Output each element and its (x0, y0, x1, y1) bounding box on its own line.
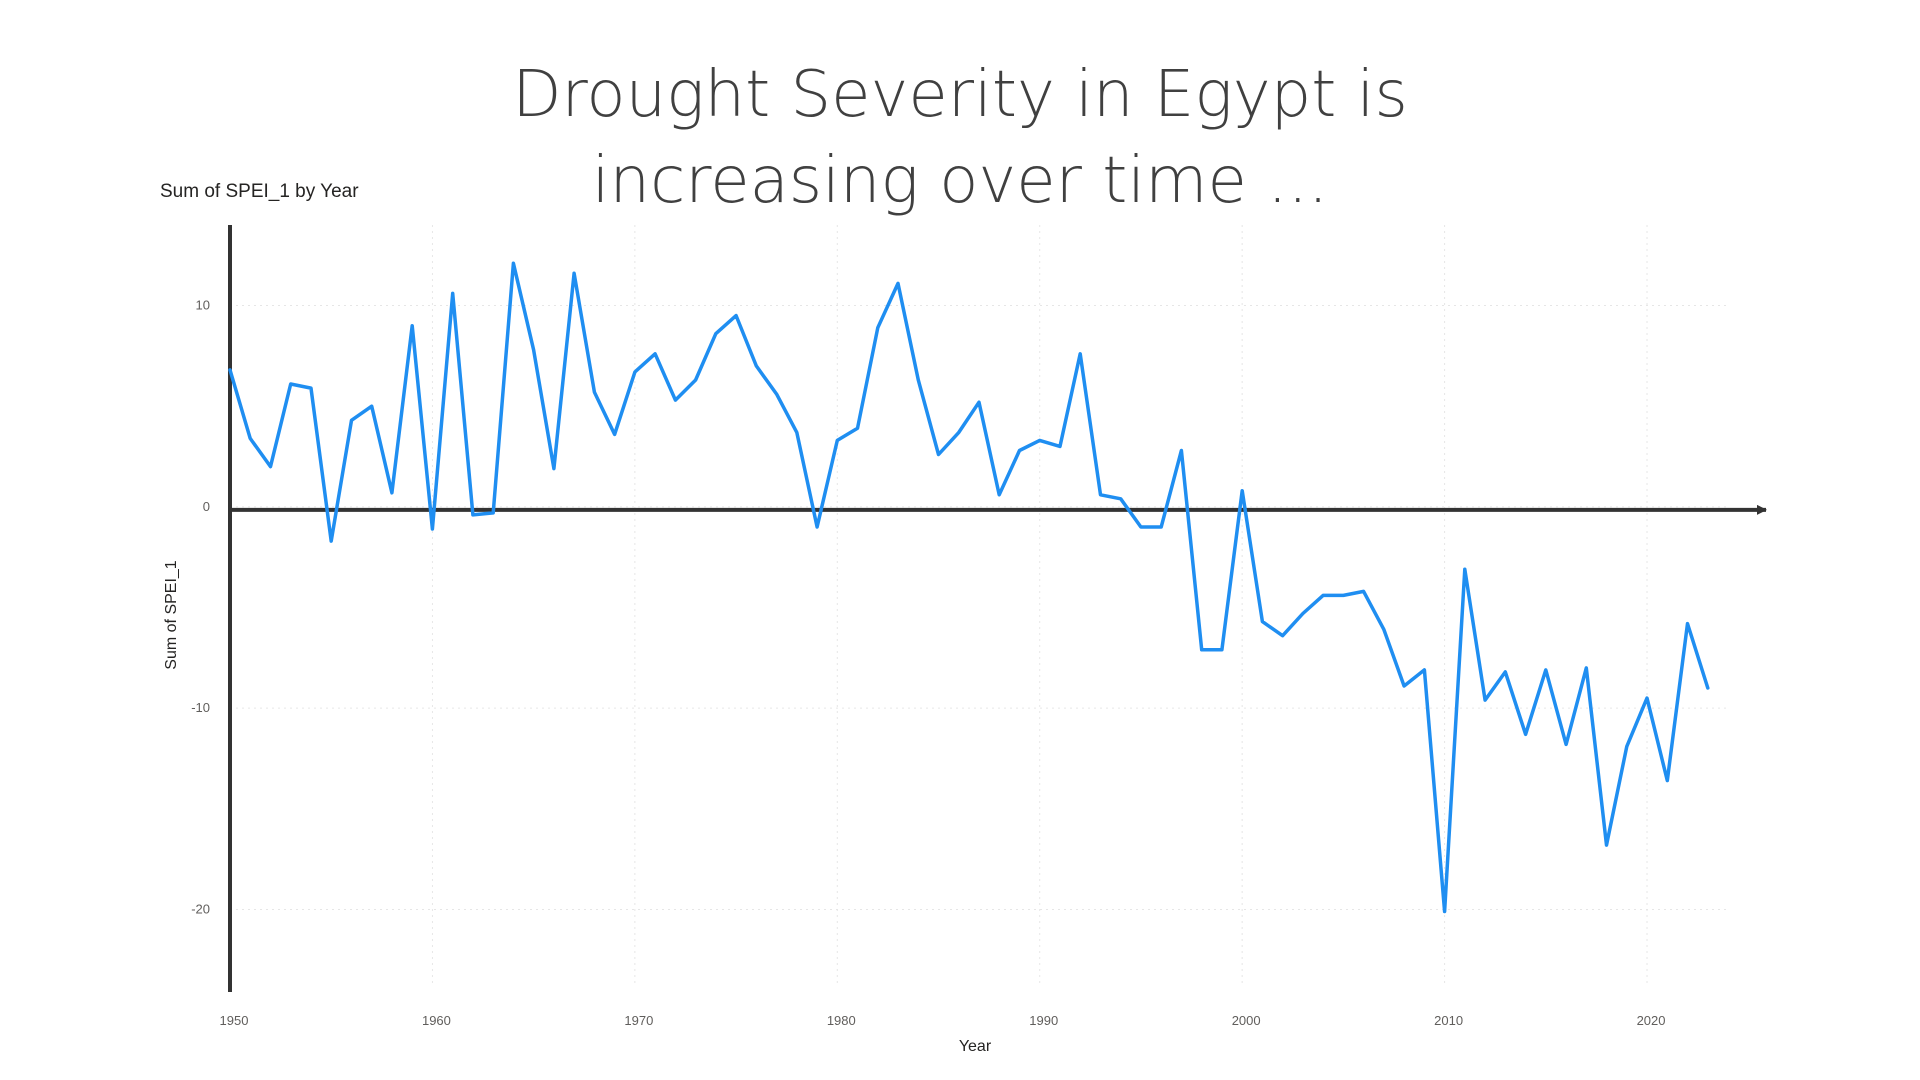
data-point-1977 (775, 392, 779, 396)
data-point-1976 (754, 364, 758, 368)
axes (228, 225, 1767, 992)
data-point-1950 (228, 368, 232, 372)
data-point-1981 (856, 426, 860, 430)
data-point-2018 (1605, 843, 1609, 847)
series-line-0 (228, 261, 1710, 914)
data-point-1968 (592, 390, 596, 394)
data-point-2017 (1584, 666, 1588, 670)
data-point-2013 (1503, 670, 1507, 674)
x-tick-label-2000: 2000 (1232, 1013, 1261, 1028)
y-axis-title: Sum of SPEI_1 (163, 560, 180, 669)
slide-title-line-2: increasing over time ... (591, 144, 1329, 218)
data-point-1994 (1119, 497, 1123, 501)
x-axis-title: Year (959, 1038, 992, 1055)
data-point-1984 (916, 378, 920, 382)
data-point-2004 (1321, 593, 1325, 597)
data-point-1998 (1200, 648, 1204, 652)
data-point-1956 (349, 418, 353, 422)
data-point-2020 (1645, 696, 1649, 700)
x-tick-label-1990: 1990 (1029, 1013, 1058, 1028)
data-point-2019 (1625, 744, 1629, 748)
data-point-2014 (1524, 732, 1528, 736)
data-point-1954 (309, 386, 313, 390)
data-point-1972 (673, 398, 677, 402)
y-tick-label--10: -10 (191, 700, 210, 715)
data-point-1966 (552, 467, 556, 471)
data-point-2007 (1382, 628, 1386, 632)
data-point-1971 (653, 352, 657, 356)
data-point-1985 (937, 453, 941, 457)
data-point-1986 (957, 430, 961, 434)
data-point-1990 (1038, 438, 1042, 442)
data-point-1975 (734, 314, 738, 318)
x-tick-label-2010: 2010 (1434, 1013, 1463, 1028)
data-point-2003 (1301, 612, 1305, 616)
data-point-2016 (1564, 742, 1568, 746)
data-point-2010 (1443, 909, 1447, 913)
chart-title: Sum of SPEI_1 by Year (160, 181, 359, 202)
data-point-1974 (714, 332, 718, 336)
data-point-2000 (1240, 489, 1244, 493)
x-tick-label-1970: 1970 (624, 1013, 653, 1028)
slide-title-line-1: Drought Severity in Egypt is (512, 58, 1408, 132)
data-point-2005 (1341, 593, 1345, 597)
data-point-2006 (1362, 589, 1366, 593)
data-point-1967 (572, 271, 576, 275)
data-point-1965 (532, 348, 536, 352)
x-tick-label-2020: 2020 (1637, 1013, 1666, 1028)
data-point-2001 (1260, 620, 1264, 624)
x-tick-label-1980: 1980 (827, 1013, 856, 1028)
data-point-1991 (1058, 444, 1062, 448)
data-point-1988 (997, 493, 1001, 497)
data-point-2012 (1483, 698, 1487, 702)
data-point-1983 (896, 281, 900, 285)
y-tick-label--20: -20 (191, 901, 210, 916)
data-point-1978 (795, 430, 799, 434)
data-point-1961 (451, 291, 455, 295)
data-point-1979 (815, 525, 819, 529)
data-point-1955 (329, 539, 333, 543)
data-point-1962 (471, 513, 475, 517)
data-point-2009 (1422, 668, 1426, 672)
data-point-1953 (289, 382, 293, 386)
data-point-1992 (1078, 352, 1082, 356)
data-point-1980 (835, 438, 839, 442)
x-tick-label-1950: 1950 (220, 1013, 249, 1028)
data-point-1973 (694, 378, 698, 382)
y-tick-label-0: 0 (203, 499, 210, 514)
data-point-2008 (1402, 684, 1406, 688)
data-point-1959 (410, 324, 414, 328)
data-point-1957 (370, 404, 374, 408)
data-point-1989 (1017, 448, 1021, 452)
y-tick-label-10: 10 (196, 298, 210, 313)
data-point-1993 (1098, 493, 1102, 497)
data-point-1952 (268, 465, 272, 469)
data-point-2023 (1706, 686, 1710, 690)
gridlines (229, 225, 1728, 986)
data-point-1982 (876, 326, 880, 330)
series (228, 261, 1710, 914)
data-point-2011 (1463, 567, 1467, 571)
data-point-2021 (1665, 779, 1669, 783)
data-point-1969 (613, 432, 617, 436)
data-point-1995 (1139, 525, 1143, 529)
data-point-1958 (390, 491, 394, 495)
data-point-2015 (1544, 668, 1548, 672)
data-point-1963 (491, 511, 495, 515)
data-point-1987 (977, 400, 981, 404)
data-point-1999 (1220, 648, 1224, 652)
data-point-2002 (1281, 634, 1285, 638)
data-point-1997 (1179, 448, 1183, 452)
data-point-1960 (430, 527, 434, 531)
data-point-2022 (1686, 622, 1690, 626)
slide-title: Drought Severity in Egypt is increasing … (460, 52, 1460, 224)
x-tick-label-1960: 1960 (422, 1013, 451, 1028)
data-point-1964 (511, 261, 515, 265)
data-point-1996 (1159, 525, 1163, 529)
data-point-1951 (248, 436, 252, 440)
tick-labels: 1950 1960 1970 1980 1990 2000 2010 2020 -20 -10 0 1… (191, 298, 1665, 1028)
data-point-1970 (633, 370, 637, 374)
